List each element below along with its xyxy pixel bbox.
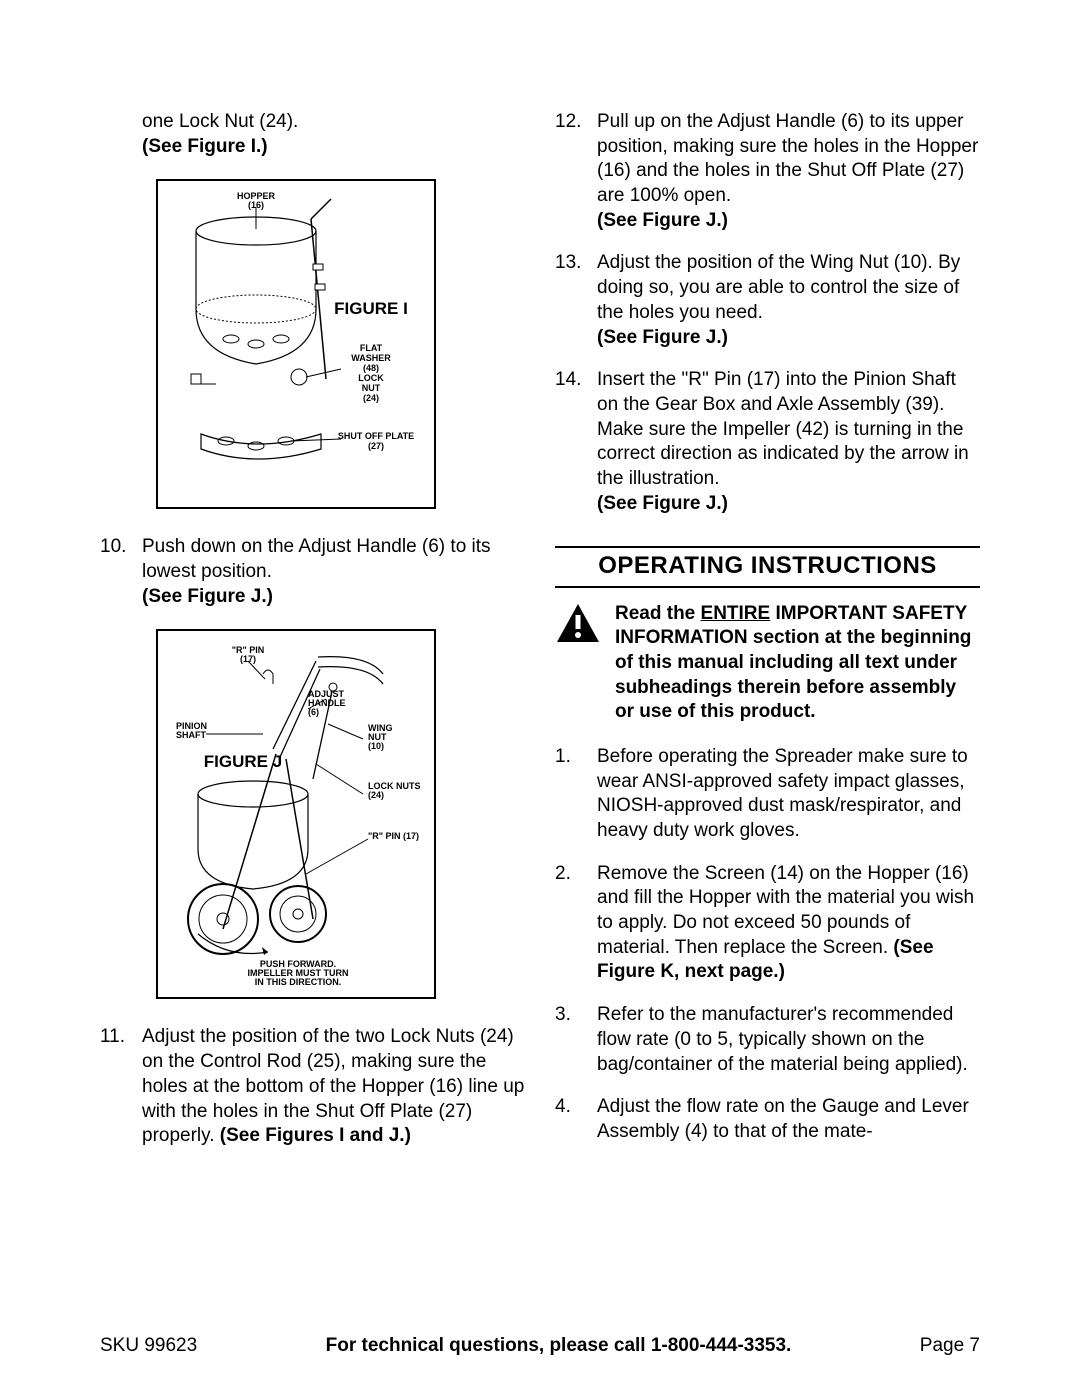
op-step-2: 2. Remove the Screen (14) on the Hopper … — [555, 862, 980, 985]
svg-text:(6): (6) — [308, 707, 319, 717]
op2-num: 2. — [555, 862, 597, 985]
figure-i: HOPPER (16) FIGURE I FLAT WASHER (48) LO… — [156, 179, 436, 509]
operating-instructions-heading: OPERATING INSTRUCTIONS — [555, 546, 980, 587]
svg-text:LOCK: LOCK — [358, 373, 384, 383]
svg-text:(16): (16) — [248, 200, 264, 210]
intro-tail-text: one Lock Nut (24). — [142, 111, 298, 132]
step-10: 10. Push down on the Adjust Handle (6) t… — [100, 535, 525, 609]
svg-text:(17): (17) — [240, 654, 256, 664]
figure-j: "R" PIN (17) ADJUST HANDLE (6) PINION SH… — [156, 629, 436, 999]
op1-body: Before operating the Spreader make sure … — [597, 745, 980, 844]
step-14-bold: (See Figure J.) — [597, 493, 728, 514]
step-14-body: Insert the "R" Pin (17) into the Pinion … — [597, 369, 969, 489]
svg-text:FIGURE J: FIGURE J — [204, 752, 282, 771]
step-12: 12. Pull up on the Adjust Handle (6) to … — [555, 110, 980, 233]
page-footer: SKU 99623 For technical questions, pleas… — [100, 1335, 980, 1357]
step-12-bold: (See Figure J.) — [597, 210, 728, 231]
svg-text:(10): (10) — [368, 741, 384, 751]
svg-text:FIGURE I: FIGURE I — [334, 299, 408, 318]
svg-text:IN THIS DIRECTION.: IN THIS DIRECTION. — [255, 977, 342, 987]
step-13: 13. Adjust the position of the Wing Nut … — [555, 251, 980, 350]
svg-text:(24): (24) — [368, 790, 384, 800]
intro-bold: (See Figure I.) — [142, 136, 268, 157]
svg-text:FLAT: FLAT — [360, 343, 383, 353]
svg-text:SHAFT: SHAFT — [176, 730, 206, 740]
intro-continuation: one Lock Nut (24). (See Figure I.) — [100, 110, 525, 159]
step-12-num: 12. — [555, 110, 597, 233]
op3-num: 3. — [555, 1003, 597, 1077]
step-10-body: Push down on the Adjust Handle (6) to it… — [142, 536, 491, 582]
op-step-4: 4. Adjust the flow rate on the Gauge and… — [555, 1095, 980, 1144]
svg-text:NUT: NUT — [362, 383, 381, 393]
left-column: one Lock Nut (24). (See Figure I.) — [100, 110, 525, 1167]
step-14-num: 14. — [555, 368, 597, 516]
footer-sku: SKU 99623 — [100, 1335, 197, 1357]
svg-text:(48): (48) — [363, 363, 379, 373]
step-13-bold: (See Figure J.) — [597, 327, 728, 348]
step-11-bold: (See Figures I and J.) — [220, 1125, 411, 1146]
step-13-body: Adjust the position of the Wing Nut (10)… — [597, 252, 960, 322]
svg-text:(24): (24) — [363, 393, 379, 403]
svg-text:(27): (27) — [368, 441, 384, 451]
step-13-num: 13. — [555, 251, 597, 350]
figure-i-svg: HOPPER (16) FIGURE I FLAT WASHER (48) LO… — [171, 189, 421, 499]
step-11: 11. Adjust the position of the two Lock … — [100, 1025, 525, 1148]
svg-text:"R" PIN (17): "R" PIN (17) — [368, 831, 419, 841]
footer-page: Page 7 — [920, 1335, 980, 1357]
step-11-num: 11. — [100, 1025, 142, 1148]
footer-support: For technical questions, please call 1-8… — [326, 1335, 792, 1357]
op4-body: Adjust the flow rate on the Gauge and Le… — [597, 1095, 980, 1144]
op-step-3: 3. Refer to the manufacturer's recommend… — [555, 1003, 980, 1077]
op-step-1: 1. Before operating the Spreader make su… — [555, 745, 980, 844]
step-14: 14. Insert the "R" Pin (17) into the Pin… — [555, 368, 980, 516]
op1-num: 1. — [555, 745, 597, 844]
right-column: 12. Pull up on the Adjust Handle (6) to … — [555, 110, 980, 1167]
step-10-num: 10. — [100, 535, 142, 609]
svg-text:WASHER: WASHER — [351, 353, 391, 363]
step-12-body: Pull up on the Adjust Handle (6) to its … — [597, 111, 978, 206]
step-10-bold: (See Figure J.) — [142, 586, 273, 607]
warning-text: Read the ENTIRE IMPORTANT SAFETY INFORMA… — [615, 602, 980, 725]
warning-block: Read the ENTIRE IMPORTANT SAFETY INFORMA… — [555, 602, 980, 725]
warning-icon — [555, 602, 601, 725]
op3-body: Refer to the manufacturer's recommended … — [597, 1003, 980, 1077]
figure-j-svg: "R" PIN (17) ADJUST HANDLE (6) PINION SH… — [168, 639, 428, 989]
op4-num: 4. — [555, 1095, 597, 1144]
svg-text:SHUT OFF PLATE: SHUT OFF PLATE — [338, 431, 414, 441]
